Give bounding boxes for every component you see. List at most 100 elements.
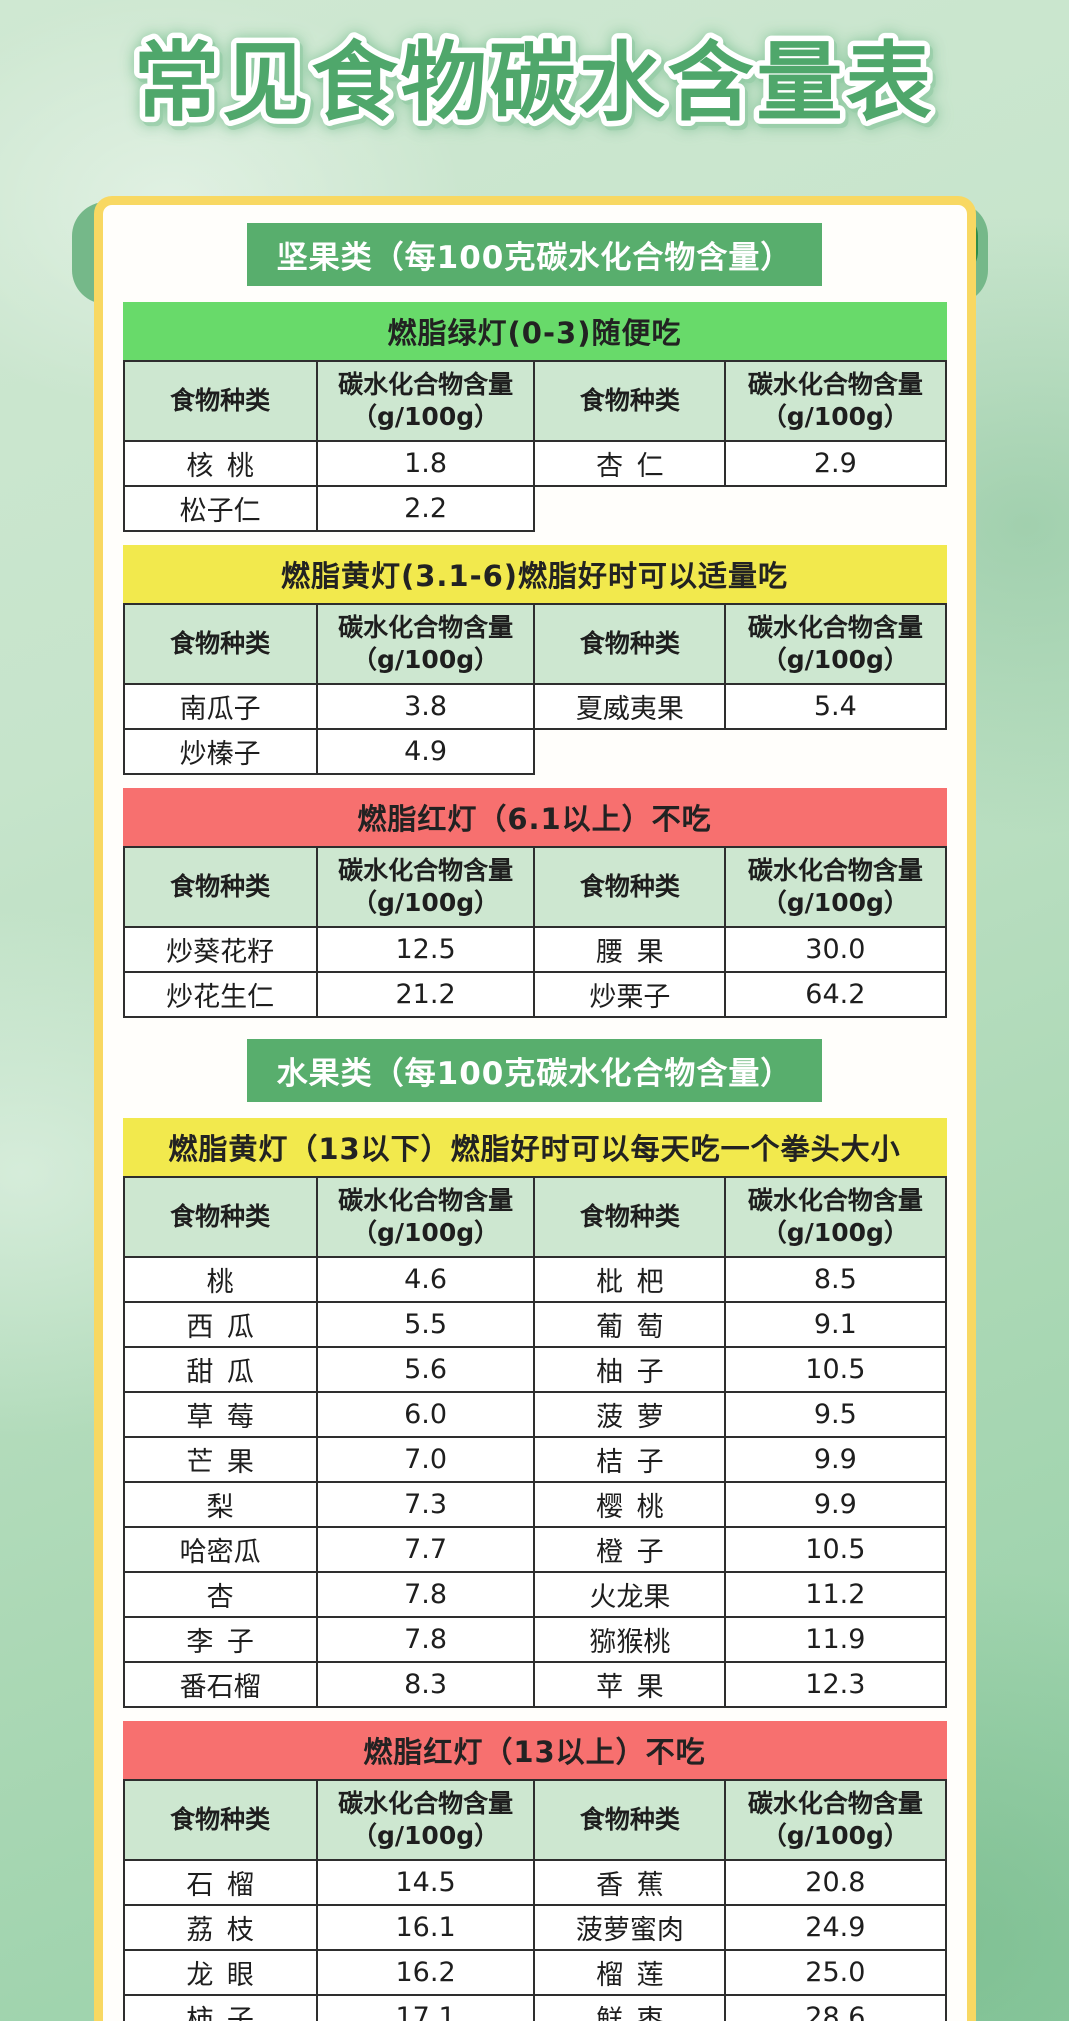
col-header-carb: 碳水化合物含量 （g/100g） <box>724 846 947 928</box>
food-name-cell: 李子 <box>122 1616 318 1663</box>
food-name-cell: 芒果 <box>122 1436 318 1483</box>
col-header-carb: 碳水化合物含量 （g/100g） <box>315 846 536 928</box>
col-header-food: 食物种类 <box>533 1779 727 1861</box>
col-header-food: 食物种类 <box>122 360 318 442</box>
table-row: 芒果 7.0 桔子 9.9 <box>122 1436 947 1483</box>
carb-value-cell: 10.5 <box>724 1346 947 1393</box>
table-header-row: 食物种类 碳水化合物含量 （g/100g） 食物种类 碳水化合物含量 （g/100g… <box>122 360 947 442</box>
carb-value-cell: 5.4 <box>724 683 947 730</box>
col-header-carb: 碳水化合物含量 （g/100g） <box>724 360 947 442</box>
carb-value-cell: 4.6 <box>315 1256 536 1303</box>
traffic-light-group: 燃脂绿灯(0-3)随便吃 食物种类 碳水化合物含量 （g/100g） 食物种类 碳… <box>122 302 947 532</box>
food-table: 食物种类 碳水化合物含量 （g/100g） 食物种类 碳水化合物含量 （g/100g… <box>122 1176 947 1708</box>
food-table: 食物种类 碳水化合物含量 （g/100g） 食物种类 碳水化合物含量 （g/100g… <box>122 603 947 775</box>
table-body: 桃 4.6 枇杷 8.5 西瓜 5.5 葡萄 9.1 甜瓜 5.6 柚子 10.… <box>122 1256 947 1708</box>
food-name-cell: 火龙果 <box>533 1571 727 1618</box>
section-heading: 水果类（每100克碳水化合物含量） <box>246 1039 823 1102</box>
carb-value-cell: 64.2 <box>724 971 947 1018</box>
page-title: 常见食物碳水含量表 <box>134 33 935 133</box>
carb-value-cell: 17.1 <box>315 1994 536 2021</box>
food-name-cell: 鲜枣 <box>533 1994 727 2021</box>
content-card-area: 坚果类（每100克碳水化合物含量） 燃脂绿灯(0-3)随便吃 食物种类 碳水化合… <box>71 196 998 2021</box>
col-header-food: 食物种类 <box>122 603 318 685</box>
carb-value-cell: 6.0 <box>315 1391 536 1438</box>
traffic-light-label: 燃脂黄灯（13以下）燃脂好时可以每天吃一个拳头大小 <box>122 1118 947 1176</box>
food-name-cell: 苹果 <box>533 1661 727 1708</box>
food-name-cell: 杏 <box>122 1571 318 1618</box>
table-body: 石榴 14.5 香蕉 20.8 荔枝 16.1 菠萝蜜肉 24.9 龙眼 16.… <box>122 1859 947 2021</box>
carb-value-cell: 24.9 <box>724 1904 947 1951</box>
table-row: 炒榛子 4.9 <box>122 728 946 775</box>
food-name-cell: 草莓 <box>122 1391 318 1438</box>
food-name-cell: 炒栗子 <box>533 971 727 1018</box>
food-name-cell: 荔枝 <box>122 1904 318 1951</box>
food-name-cell: 梨 <box>122 1481 318 1528</box>
section-heading: 坚果类（每100克碳水化合物含量） <box>246 223 823 286</box>
food-name-cell: 石榴 <box>122 1859 318 1906</box>
food-table: 食物种类 碳水化合物含量 （g/100g） 食物种类 碳水化合物含量 （g/100g… <box>122 360 947 532</box>
food-name-cell: 松子仁 <box>122 485 318 532</box>
title-area: 常见食物碳水含量表 <box>0 0 1069 158</box>
carb-value-cell: 8.5 <box>724 1256 947 1303</box>
food-name-cell: 哈密瓜 <box>122 1526 318 1573</box>
food-name-cell: 菠萝蜜肉 <box>533 1904 727 1951</box>
table-body: 炒葵花籽 12.5 腰果 30.0 炒花生仁 21.2 炒栗子 64.2 <box>122 926 947 1018</box>
carb-value-cell: 10.5 <box>724 1526 947 1573</box>
carb-value-cell: 2.9 <box>724 440 947 487</box>
carb-value-cell: 28.6 <box>724 1994 947 2021</box>
carb-value-cell: 16.2 <box>315 1949 536 1996</box>
table-row: 西瓜 5.5 葡萄 9.1 <box>122 1301 947 1348</box>
table-row: 番石榴 8.3 苹果 12.3 <box>122 1661 947 1708</box>
carb-value-cell: 5.6 <box>315 1346 536 1393</box>
food-name-cell: 榴莲 <box>533 1949 727 1996</box>
table-row: 炒花生仁 21.2 炒栗子 64.2 <box>122 971 947 1018</box>
food-name-cell: 腰果 <box>533 926 727 973</box>
food-name-cell: 炒葵花籽 <box>122 926 318 973</box>
traffic-light-label: 燃脂绿灯(0-3)随便吃 <box>122 302 947 360</box>
carb-value-cell: 9.1 <box>724 1301 947 1348</box>
carb-value-cell: 7.0 <box>315 1436 536 1483</box>
card-body: 坚果类（每100克碳水化合物含量） 燃脂绿灯(0-3)随便吃 食物种类 碳水化合… <box>122 223 947 2021</box>
food-name-cell: 香蕉 <box>533 1859 727 1906</box>
table-row: 李子 7.8 猕猴桃 11.9 <box>122 1616 947 1663</box>
table-header-row: 食物种类 碳水化合物含量 （g/100g） 食物种类 碳水化合物含量 （g/100g… <box>122 846 947 928</box>
carb-value-cell: 1.8 <box>315 440 536 487</box>
food-name-cell: 龙眼 <box>122 1949 318 1996</box>
carb-value-cell: 11.9 <box>724 1616 947 1663</box>
carb-value-cell: 7.8 <box>315 1571 536 1618</box>
table-row: 桃 4.6 枇杷 8.5 <box>122 1256 947 1303</box>
table-row: 杏 7.8 火龙果 11.2 <box>122 1571 947 1618</box>
carb-value-cell: 20.8 <box>724 1859 947 1906</box>
carb-value-cell: 16.1 <box>315 1904 536 1951</box>
carb-value-cell: 8.3 <box>315 1661 536 1708</box>
carb-value-cell: 2.2 <box>315 485 536 532</box>
traffic-light-label: 燃脂红灯（13以上）不吃 <box>122 1721 947 1779</box>
table-row: 南瓜子 3.8 夏威夷果 5.4 <box>122 683 947 730</box>
carb-value-cell: 30.0 <box>724 926 947 973</box>
food-name-cell: 柿子 <box>122 1994 318 2021</box>
food-table: 食物种类 碳水化合物含量 （g/100g） 食物种类 碳水化合物含量 （g/100g… <box>122 1779 947 2021</box>
col-header-carb: 碳水化合物含量 （g/100g） <box>724 1176 947 1258</box>
carb-value-cell <box>725 486 945 531</box>
traffic-light-label: 燃脂红灯（6.1以上）不吃 <box>122 788 947 846</box>
table-header-row: 食物种类 碳水化合物含量 （g/100g） 食物种类 碳水化合物含量 （g/100g… <box>122 1176 947 1258</box>
col-header-food: 食物种类 <box>122 846 318 928</box>
col-header-carb: 碳水化合物含量 （g/100g） <box>315 1779 536 1861</box>
table-row: 松子仁 2.2 <box>122 485 946 532</box>
table-row: 哈密瓜 7.7 橙子 10.5 <box>122 1526 947 1573</box>
col-header-food: 食物种类 <box>533 1176 727 1258</box>
col-header-food: 食物种类 <box>122 1176 318 1258</box>
traffic-light-group: 燃脂红灯（13以上）不吃 食物种类 碳水化合物含量 （g/100g） 食物种类 碳… <box>122 1721 947 2021</box>
carb-value-cell: 12.5 <box>315 926 536 973</box>
food-name-cell <box>534 729 725 774</box>
table-body: 核桃 1.8 杏仁 2.9 松子仁 2.2 <box>122 440 947 532</box>
carb-value-cell: 12.3 <box>724 1661 947 1708</box>
table-body: 南瓜子 3.8 夏威夷果 5.4 炒榛子 4.9 <box>122 683 947 775</box>
col-header-carb: 碳水化合物含量 （g/100g） <box>315 360 536 442</box>
content-card: 坚果类（每100克碳水化合物含量） 燃脂绿灯(0-3)随便吃 食物种类 碳水化合… <box>93 196 976 2021</box>
food-name-cell: 猕猴桃 <box>533 1616 727 1663</box>
table-row: 草莓 6.0 菠萝 9.5 <box>122 1391 947 1438</box>
carb-value-cell: 11.2 <box>724 1571 947 1618</box>
food-name-cell: 番石榴 <box>122 1661 318 1708</box>
traffic-light-label: 燃脂黄灯(3.1-6)燃脂好时可以适量吃 <box>122 545 947 603</box>
